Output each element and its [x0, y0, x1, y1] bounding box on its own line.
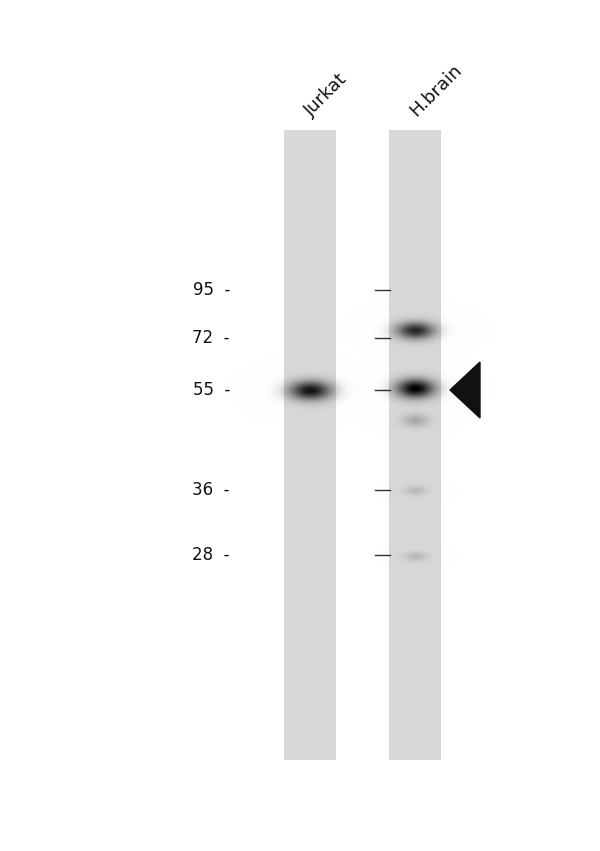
Text: 28  -: 28 - — [193, 546, 230, 564]
Text: 95  -: 95 - — [193, 281, 230, 299]
Polygon shape — [450, 362, 480, 418]
Text: 55  -: 55 - — [193, 381, 230, 399]
Text: 72  -: 72 - — [193, 329, 230, 347]
Text: H.brain: H.brain — [406, 61, 466, 120]
Text: 36  -: 36 - — [193, 481, 230, 499]
Text: Jurkat: Jurkat — [301, 71, 351, 120]
